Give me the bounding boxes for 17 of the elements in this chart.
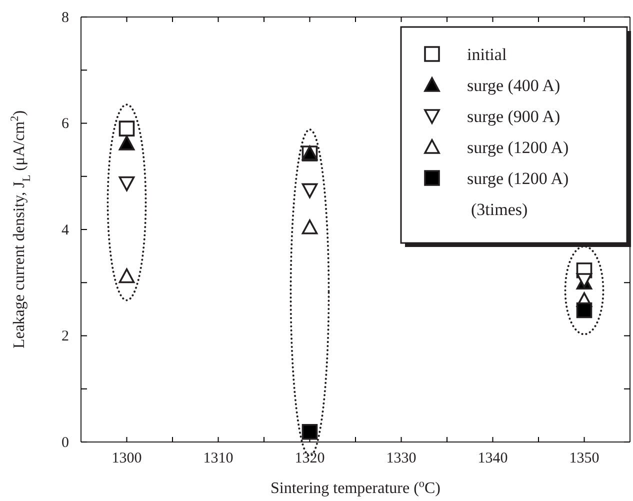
x-tick-label: 1330: [386, 450, 416, 467]
y-tick-label: 2: [62, 328, 69, 345]
legend-label: surge (400 A): [467, 76, 560, 95]
x-tick-label: 1300: [112, 450, 142, 467]
x-tick-label: 1340: [478, 450, 508, 467]
legend-label: initial: [467, 45, 507, 64]
y-tick-label: 6: [62, 116, 70, 132]
x-tick-label: 1350: [569, 450, 600, 467]
y-tick-label: 4: [62, 222, 70, 238]
x-axis-title: Sintering temperature ($^{o}$C): [270, 478, 440, 497]
y-tick-label: 0: [62, 434, 69, 451]
legend-label: surge (1200 A): [467, 138, 569, 157]
y-tick-label: 8: [62, 10, 69, 26]
legend-label: surge (900 A): [467, 107, 560, 126]
legend-label: surge (1200 A) (3times): [467, 169, 569, 219]
x-tick-label: 1310: [203, 450, 234, 467]
x-tick-label: 1320: [294, 450, 325, 467]
